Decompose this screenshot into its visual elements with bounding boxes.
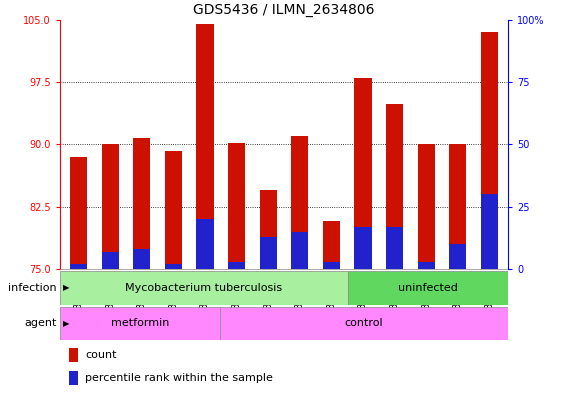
Bar bbox=[354, 227, 371, 269]
Bar bbox=[228, 143, 245, 269]
Bar bbox=[69, 371, 78, 384]
Bar bbox=[69, 348, 78, 362]
Bar bbox=[291, 136, 308, 269]
Text: control: control bbox=[345, 318, 383, 328]
Bar bbox=[386, 105, 403, 269]
Text: agent: agent bbox=[24, 318, 57, 328]
Bar bbox=[348, 271, 508, 305]
Text: ▶: ▶ bbox=[62, 283, 69, 292]
Bar bbox=[417, 262, 435, 269]
Bar bbox=[165, 264, 182, 269]
Text: infection: infection bbox=[8, 283, 57, 293]
Bar bbox=[60, 307, 220, 340]
Bar bbox=[165, 151, 182, 269]
Bar bbox=[449, 244, 466, 269]
Bar bbox=[228, 262, 245, 269]
Bar bbox=[323, 221, 340, 269]
Bar bbox=[133, 249, 151, 269]
Bar bbox=[102, 252, 119, 269]
Bar bbox=[70, 264, 87, 269]
Text: percentile rank within the sample: percentile rank within the sample bbox=[85, 373, 273, 383]
Bar bbox=[449, 144, 466, 269]
Text: Mycobacterium tuberculosis: Mycobacterium tuberculosis bbox=[126, 283, 282, 293]
Bar bbox=[60, 271, 348, 305]
Bar bbox=[260, 237, 277, 269]
Title: GDS5436 / ILMN_2634806: GDS5436 / ILMN_2634806 bbox=[193, 3, 375, 17]
Bar bbox=[197, 24, 214, 269]
Bar bbox=[481, 194, 498, 269]
Text: uninfected: uninfected bbox=[398, 283, 458, 293]
Text: ▶: ▶ bbox=[62, 319, 69, 328]
Text: metformin: metformin bbox=[111, 318, 169, 328]
Bar bbox=[260, 190, 277, 269]
Bar bbox=[481, 32, 498, 269]
Bar bbox=[220, 307, 508, 340]
Bar bbox=[133, 138, 151, 269]
Bar bbox=[70, 157, 87, 269]
Bar bbox=[102, 144, 119, 269]
Text: count: count bbox=[85, 350, 116, 360]
Bar bbox=[417, 144, 435, 269]
Bar bbox=[354, 78, 371, 269]
Bar bbox=[323, 262, 340, 269]
Bar bbox=[197, 219, 214, 269]
Bar bbox=[386, 227, 403, 269]
Bar bbox=[291, 232, 308, 269]
